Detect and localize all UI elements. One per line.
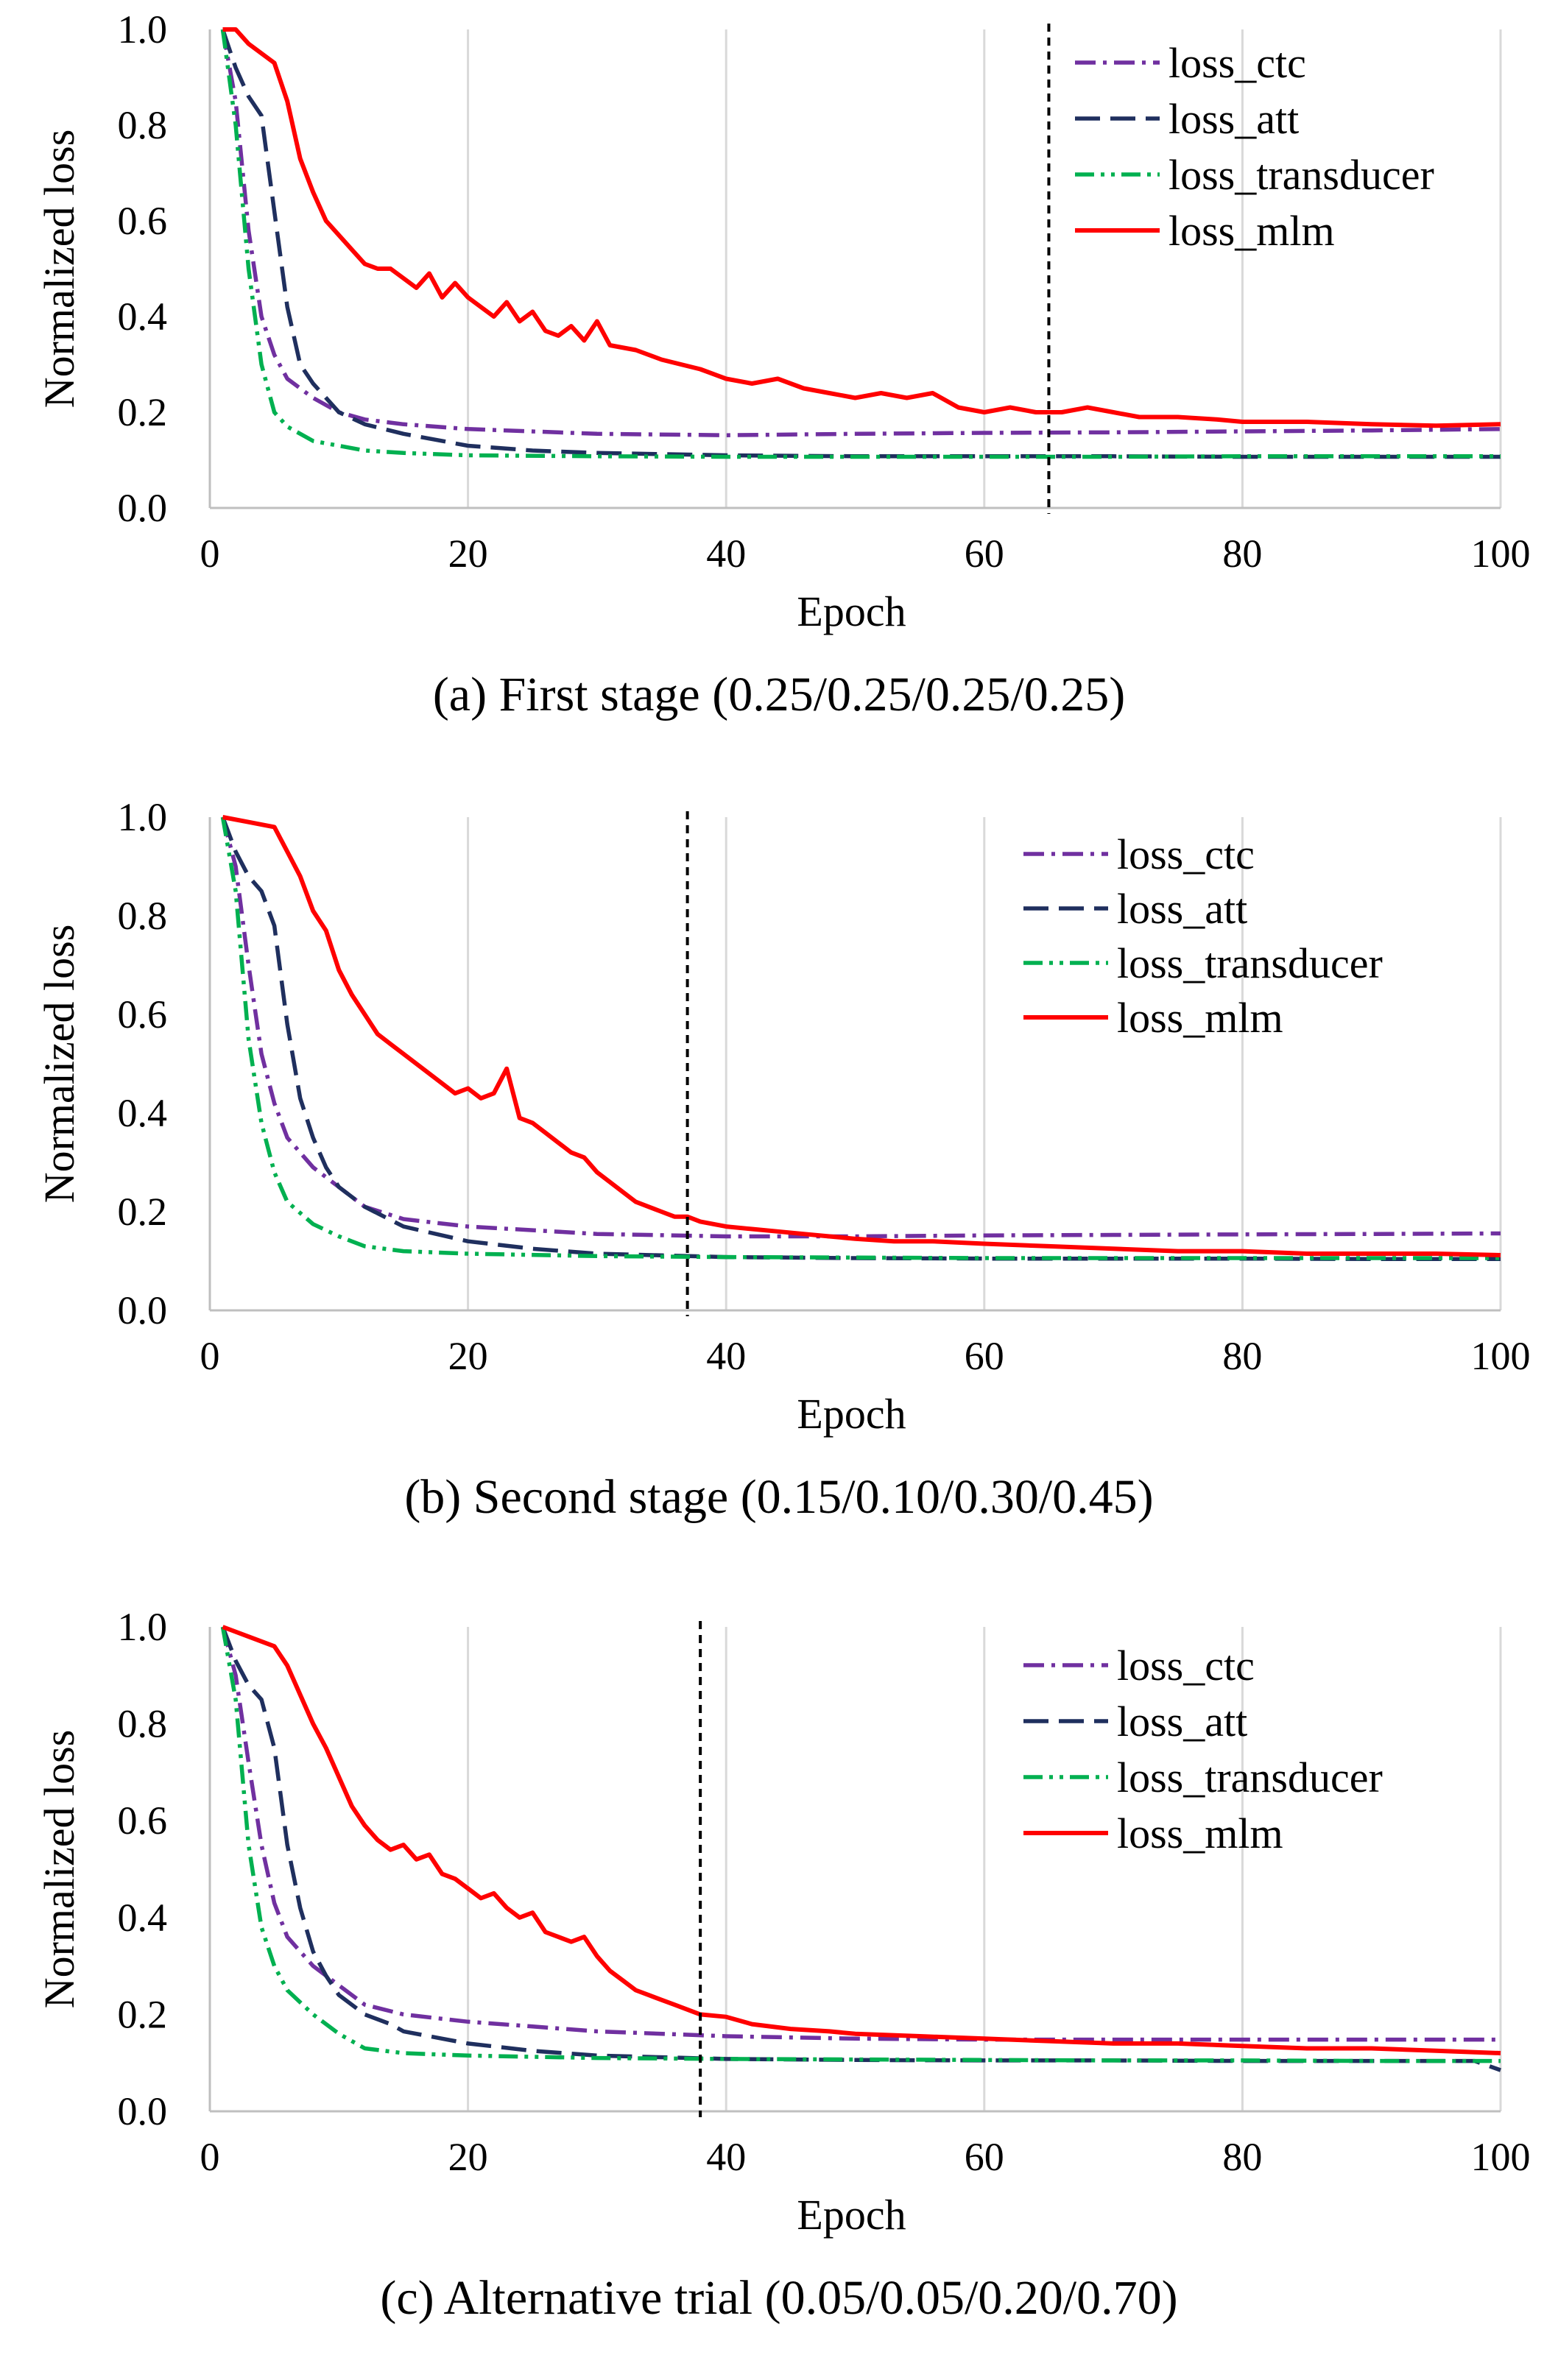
- y-tick-label: 0.4: [118, 294, 168, 339]
- series-line-loss-ctc: [220, 816, 1501, 1239]
- legend-label: loss_att: [1117, 1698, 1247, 1745]
- x-tick-label: 80: [1222, 1334, 1262, 1378]
- y-tick-label: 0.4: [118, 1896, 168, 1940]
- y-tick-label: 0.8: [118, 103, 168, 147]
- x-axis-title: Epoch: [797, 2191, 906, 2239]
- y-tick-label: 0.2: [118, 1992, 168, 2036]
- series-line-loss-mlm: [222, 815, 1501, 1257]
- x-tick-label: 60: [965, 2135, 1004, 2179]
- series-line-loss-mlm: [222, 27, 1501, 428]
- series-line-loss-transducer: [220, 816, 1501, 1260]
- legend-label: loss_mlm: [1117, 994, 1283, 1042]
- y-tick-label: 0.0: [118, 2089, 168, 2133]
- legend-label: loss_transducer: [1117, 1754, 1383, 1801]
- y-axis-title: Normalized loss: [35, 130, 83, 409]
- y-tick-label: 0.0: [118, 486, 168, 530]
- x-tick-label: 20: [448, 2135, 488, 2179]
- y-tick-label: 0.6: [118, 1798, 168, 1843]
- series-line-loss-ctc: [220, 1626, 1501, 2042]
- legend-label: loss_transducer: [1117, 939, 1383, 987]
- x-tick-label: 40: [706, 2135, 746, 2179]
- x-tick-label: 20: [448, 1334, 488, 1378]
- legend-label: loss_mlm: [1117, 1809, 1283, 1857]
- x-tick-label: 80: [1222, 2135, 1262, 2179]
- y-tick-label: 0.6: [118, 199, 168, 243]
- chart-2: 0 20 40 60 80 100 0.0 0.2 0.4 0.6 0.8 1.0 loss_ctclo…: [35, 795, 1531, 1524]
- y-tick-label: 1.0: [118, 7, 168, 52]
- x-tick-label: 60: [965, 532, 1004, 576]
- series-line-loss-transducer: [220, 29, 1501, 459]
- panel-caption: (b) Second stage (0.15/0.10/0.30/0.45): [404, 1470, 1153, 1524]
- panel-caption: (a) First stage (0.25/0.25/0.25/0.25): [433, 668, 1125, 721]
- x-tick-label: 0: [200, 2135, 220, 2179]
- x-tick-label: 20: [448, 532, 488, 576]
- x-tick-label: 100: [1471, 1334, 1531, 1378]
- legend-label: loss_ctc: [1168, 39, 1306, 87]
- y-tick-label: 0.8: [118, 1702, 168, 1746]
- x-axis-title: Epoch: [797, 1390, 906, 1438]
- x-axis-title: Epoch: [797, 587, 906, 635]
- y-axis-title: Normalized loss: [35, 1730, 83, 2009]
- legend-label: loss_ctc: [1117, 830, 1255, 878]
- legend-label: loss_mlm: [1168, 207, 1335, 255]
- x-tick-label: 100: [1471, 2135, 1531, 2179]
- series-line-loss-ctc: [220, 29, 1501, 437]
- series-line-loss-att: [220, 29, 1501, 459]
- y-tick-label: 0.4: [118, 1091, 168, 1135]
- x-tick-label: 0: [200, 532, 220, 576]
- chart-3: 0 20 40 60 80 100 0.0 0.2 0.4 0.6 0.8 1.0 loss_ctclo…: [35, 1605, 1531, 2325]
- y-tick-label: 0.2: [118, 1190, 168, 1234]
- x-tick-label: 80: [1222, 532, 1262, 576]
- y-tick-label: 0.8: [118, 894, 168, 938]
- series-line-loss-transducer: [220, 1626, 1501, 2063]
- y-tick-label: 0.0: [118, 1288, 168, 1332]
- y-tick-label: 0.2: [118, 390, 168, 434]
- legend-label: loss_transducer: [1168, 151, 1434, 199]
- y-tick-label: 1.0: [118, 795, 168, 839]
- series-line-loss-mlm: [222, 1625, 1501, 2055]
- legend-label: loss_ctc: [1117, 1642, 1255, 1689]
- y-axis-title: Normalized loss: [35, 925, 83, 1204]
- y-tick-label: 0.6: [118, 992, 168, 1037]
- x-tick-label: 60: [965, 1334, 1004, 1378]
- x-tick-label: 40: [706, 1334, 746, 1378]
- x-tick-label: 0: [200, 1334, 220, 1378]
- x-tick-label: 100: [1471, 532, 1531, 576]
- panel-caption: (c) Alternative trial (0.05/0.05/0.20/0.…: [380, 2271, 1177, 2325]
- chart-1: 0 20 40 60 80 100 0.0 0.2 0.4 0.6 0.8 1.0 loss_ctclo…: [35, 7, 1531, 721]
- series-line-loss-att: [220, 816, 1501, 1262]
- x-tick-label: 40: [706, 532, 746, 576]
- legend-label: loss_att: [1168, 95, 1299, 143]
- legend-label: loss_att: [1117, 885, 1247, 933]
- series-line-loss-att: [220, 1626, 1501, 2072]
- y-tick-label: 1.0: [118, 1605, 168, 1649]
